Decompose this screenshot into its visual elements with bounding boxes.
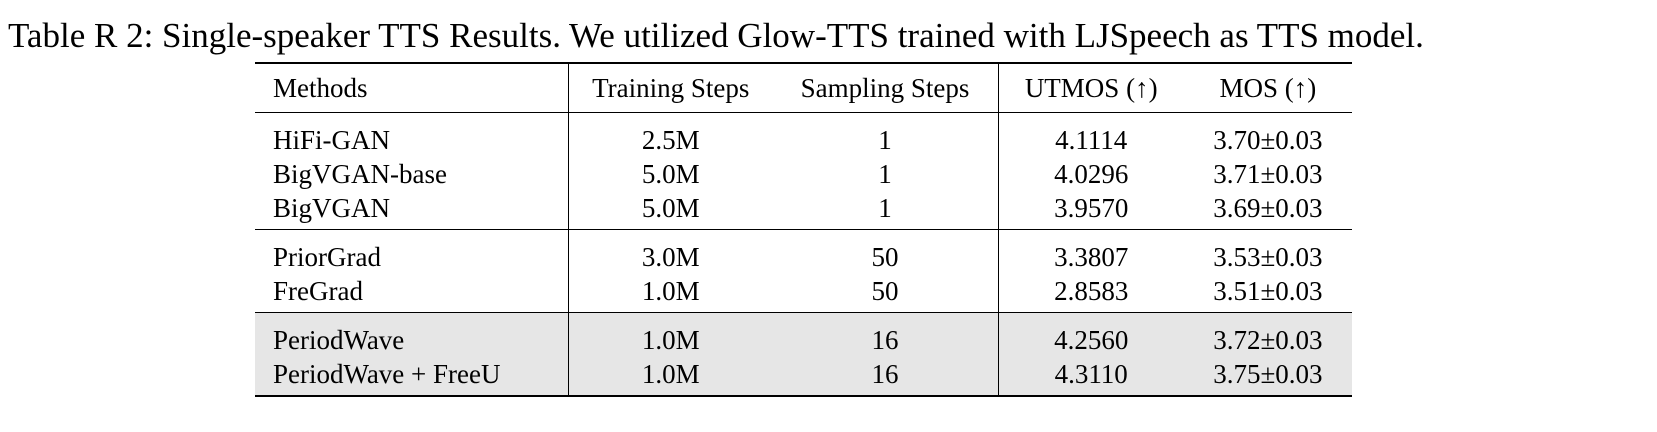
mos-cell: 3.51±0.03 bbox=[1213, 276, 1323, 306]
training-steps-cell: 5.0M bbox=[641, 159, 700, 189]
table-header-row: Methods Training Steps Sampling Steps UT… bbox=[255, 62, 1352, 113]
utmos-cell: 4.2560 bbox=[998, 312, 1184, 357]
mos-cell: 3.70±0.03 bbox=[1213, 125, 1323, 155]
table-row: FreGrad 1.0M 50 2.8583 3.51±0.03 bbox=[255, 274, 1352, 313]
header-sampling-steps: Sampling Steps bbox=[772, 62, 999, 113]
method-cell: PriorGrad bbox=[255, 229, 570, 274]
table-row: PeriodWave + FreeU 1.0M 16 4.3110 3.75±0… bbox=[255, 357, 1352, 397]
table-row: BigVGAN 5.0M 1 3.9570 3.69±0.03 bbox=[255, 191, 1352, 230]
method-cell: PeriodWave bbox=[255, 312, 570, 357]
training-steps-cell: 3.0M bbox=[568, 229, 773, 274]
header-mos: MOS (↑) bbox=[1183, 62, 1352, 113]
training-steps-cell: 1.0M bbox=[641, 276, 700, 306]
mos-cell: 3.69±0.03 bbox=[1213, 193, 1323, 223]
utmos-cell: 3.3807 bbox=[998, 229, 1184, 274]
mos-cell: 3.71±0.03 bbox=[1213, 159, 1323, 189]
sampling-steps-cell: 1 bbox=[772, 157, 999, 191]
header-utmos: UTMOS (↑) bbox=[998, 62, 1184, 113]
sampling-steps-cell: 1 bbox=[772, 191, 999, 230]
sampling-steps-cell: 16 bbox=[772, 357, 999, 397]
method-cell: FreGrad bbox=[255, 274, 570, 313]
header-methods: Methods bbox=[255, 62, 570, 113]
mos-cell-best: 3.75±0.03 bbox=[1183, 357, 1352, 397]
method-cell: HiFi-GAN bbox=[255, 112, 570, 157]
training-steps-cell: 5.0M bbox=[641, 193, 700, 223]
table-row: BigVGAN-base 5.0M 1 4.0296 3.71±0.03 bbox=[255, 157, 1352, 191]
utmos-cell: 4.0296 bbox=[1054, 159, 1129, 189]
utmos-cell: 4.1114 bbox=[1055, 125, 1128, 155]
table-caption: Table R 2: Single-speaker TTS Results. W… bbox=[8, 16, 1424, 55]
method-cell: BigVGAN bbox=[255, 191, 570, 230]
table-row: HiFi-GAN 2.5M 1 4.1114 3.70±0.03 bbox=[255, 112, 1352, 157]
utmos-cell-best: 4.3110 bbox=[998, 357, 1184, 397]
training-steps-cell: 1.0M bbox=[568, 312, 773, 357]
mos-cell: 3.53±0.03 bbox=[1183, 229, 1352, 274]
mos-cell: 3.72±0.03 bbox=[1183, 312, 1352, 357]
results-table: Methods Training Steps Sampling Steps UT… bbox=[255, 62, 1352, 397]
sampling-steps-cell: 16 bbox=[772, 312, 999, 357]
sampling-steps-cell: 1 bbox=[772, 112, 999, 157]
utmos-cell: 2.8583 bbox=[1054, 276, 1129, 306]
method-cell: BigVGAN-base bbox=[255, 157, 570, 191]
table-row: PeriodWave 1.0M 16 4.2560 3.72±0.03 bbox=[255, 312, 1352, 357]
training-steps-cell: 1.0M bbox=[568, 357, 773, 397]
method-cell: PeriodWave + FreeU bbox=[255, 357, 570, 397]
header-training-steps: Training Steps bbox=[568, 62, 773, 113]
utmos-cell: 3.9570 bbox=[1054, 193, 1129, 223]
sampling-steps-cell: 50 bbox=[772, 274, 999, 313]
table-row: PriorGrad 3.0M 50 3.3807 3.53±0.03 bbox=[255, 229, 1352, 274]
sampling-steps-cell: 50 bbox=[772, 229, 999, 274]
training-steps-cell: 2.5M bbox=[641, 125, 700, 155]
